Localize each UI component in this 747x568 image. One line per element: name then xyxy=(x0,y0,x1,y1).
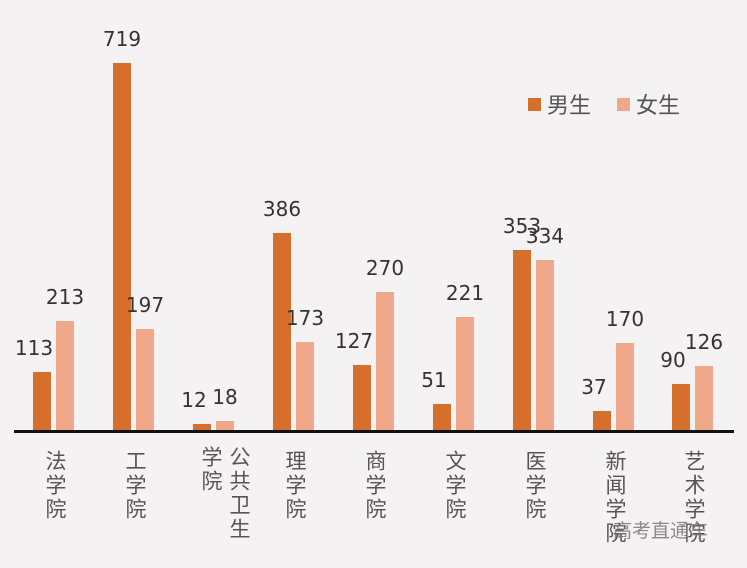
data-label: 213 xyxy=(45,285,85,310)
data-label: 270 xyxy=(365,256,405,281)
data-label: 37 xyxy=(581,375,607,400)
legend-label-male: 男生 xyxy=(547,94,592,119)
legend-label-female: 女生 xyxy=(636,94,681,119)
category-label: 工学院 xyxy=(123,450,147,522)
watermark: 高考直通车 xyxy=(613,520,709,542)
category-label: 公共卫生学院 xyxy=(199,446,251,542)
bar-female xyxy=(695,365,713,430)
data-label: 386 xyxy=(262,196,302,221)
bar-male xyxy=(273,232,291,430)
data-label: 353 xyxy=(502,213,542,238)
bar-male xyxy=(193,423,211,430)
bar-female xyxy=(456,317,474,430)
legend-item-male: 男生 xyxy=(528,88,591,120)
bar-female xyxy=(216,420,234,430)
bar-male xyxy=(113,63,131,430)
bar-male xyxy=(33,372,51,430)
data-label: 113 xyxy=(14,336,54,361)
bar-female xyxy=(296,341,314,430)
data-label: 90 xyxy=(660,348,686,373)
legend-swatch-female xyxy=(617,97,631,111)
data-label: 197 xyxy=(125,293,165,318)
data-label: 334 xyxy=(525,223,565,248)
category-label: 理学院 xyxy=(283,450,307,522)
bar-female xyxy=(376,292,394,430)
bar-male xyxy=(593,411,611,430)
category-label: 商学院 xyxy=(363,450,387,522)
category-label: 新闻学院 xyxy=(603,450,627,546)
data-label: 170 xyxy=(605,307,645,332)
bar-female xyxy=(536,259,554,430)
bar-male xyxy=(672,384,690,430)
bar-female xyxy=(56,321,74,430)
bar-male xyxy=(513,249,531,430)
data-label: 127 xyxy=(334,329,374,354)
category-label: 文学院 xyxy=(443,450,467,522)
category-label: 艺术学院 xyxy=(682,450,706,546)
data-label: 173 xyxy=(285,305,325,330)
x-axis-line xyxy=(14,430,734,433)
data-label: 221 xyxy=(445,281,485,306)
bar-female xyxy=(136,329,154,430)
legend: 男生 女生 xyxy=(528,88,698,120)
data-label: 126 xyxy=(684,329,724,354)
data-label: 719 xyxy=(102,27,142,51)
data-label: 12 xyxy=(181,387,207,412)
legend-item-female: 女生 xyxy=(617,88,680,120)
bar-male xyxy=(433,403,451,430)
data-label: 18 xyxy=(212,384,238,409)
bar-male xyxy=(353,365,371,430)
category-label: 医学院 xyxy=(523,450,547,522)
data-label: 51 xyxy=(421,367,447,392)
legend-swatch-male xyxy=(528,97,541,111)
bar-female xyxy=(616,343,634,430)
category-label: 法学院 xyxy=(43,450,67,522)
